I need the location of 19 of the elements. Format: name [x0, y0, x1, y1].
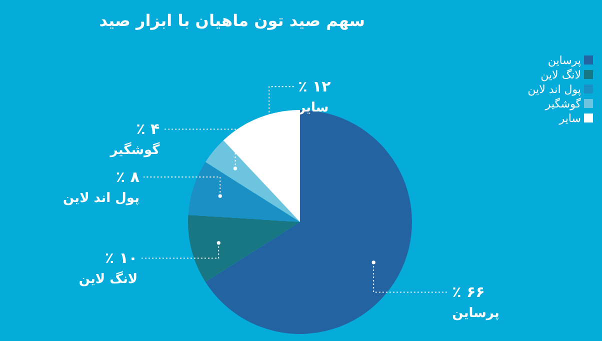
- pie-slice: [188, 162, 300, 222]
- legend-label: گوشگیر: [544, 98, 582, 110]
- slice-label: گوشگیر: [109, 142, 160, 158]
- slice-label: پرساین: [452, 306, 500, 322]
- slice-label: پول اند لاین: [62, 191, 140, 206]
- legend-label: پرساین: [548, 54, 581, 67]
- data-label: ۶۶ ٪: [452, 283, 485, 302]
- pie-slice: [205, 140, 300, 222]
- slice-label: لانگ لاین: [78, 271, 138, 288]
- data-label: ۱۰ ٪: [104, 249, 138, 268]
- data-label: ۱۲ ٪: [298, 78, 331, 96]
- chart-title: سهم صید تون ماهیان با ابزار صید: [99, 11, 365, 30]
- slice-label: سایر: [297, 100, 329, 116]
- legend-label: پول اند لاین: [528, 83, 581, 96]
- legend-label: لانگ لاین: [540, 68, 581, 82]
- legend-label: سایر: [558, 112, 581, 125]
- data-label: ۴ ٪: [136, 120, 160, 138]
- pie-slice: [188, 214, 300, 282]
- data-label: ۸ ٪: [116, 168, 140, 186]
